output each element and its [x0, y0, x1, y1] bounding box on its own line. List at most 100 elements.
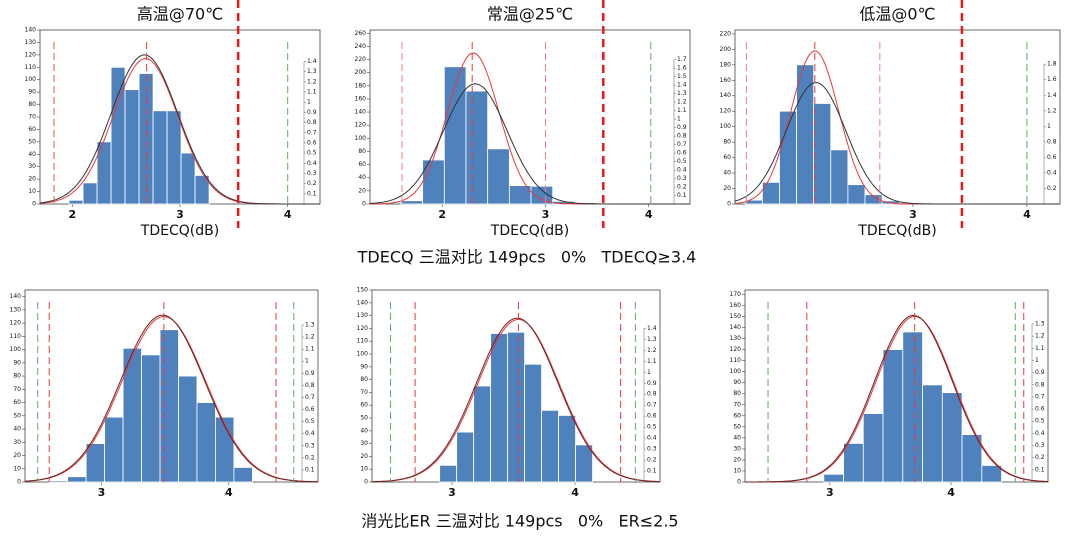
fit-curve [39, 54, 320, 205]
y2-tick-label: 1 [1047, 123, 1051, 130]
y-tick-label: 50 [13, 412, 21, 419]
y-tick-label: 90 [360, 363, 368, 370]
bar [110, 66, 126, 205]
y-tick-label: 100 [10, 346, 22, 353]
y2-tick-label: 1.3 [677, 90, 687, 97]
y2-tick-label: 1.3 [305, 322, 315, 329]
fit-curve [745, 314, 1049, 483]
y2-tick-label: 0.4 [647, 435, 657, 442]
bar [881, 200, 900, 205]
y2-tick-label: 1.4 [647, 325, 657, 332]
x-tick-label: 2 [68, 208, 76, 221]
bar [862, 413, 884, 483]
y-tick-label: 0 [32, 201, 36, 208]
y2-tick-label: 1.1 [1035, 345, 1045, 352]
y2-tick-label: 0.3 [305, 442, 315, 449]
y-tick-label: 140 [730, 324, 742, 331]
bar [439, 464, 458, 483]
y2-tick-label: 0.3 [677, 175, 687, 182]
bar [922, 384, 943, 483]
y2-tick-label: 0.4 [677, 167, 687, 174]
y-tick-label: 70 [28, 114, 36, 121]
y2-tick-label: 1.1 [647, 358, 657, 365]
y-tick-label: 100 [355, 135, 367, 142]
y-tick-label: 50 [360, 415, 368, 422]
bar [152, 110, 168, 205]
y-tick-label: 90 [13, 359, 21, 366]
y2-tick-label: 0.5 [647, 424, 657, 431]
y-tick-label: 160 [355, 95, 367, 102]
y2-tick-label: 0.6 [307, 139, 317, 146]
y-tick-label: 0 [737, 479, 741, 486]
y-tick-label: 80 [733, 390, 741, 397]
x-axis-label: TDECQ(dB) [140, 223, 219, 239]
y2-tick-label: 0.7 [1035, 393, 1045, 400]
y2-tick-label: 0.7 [677, 141, 687, 148]
y-tick-label: 110 [10, 333, 22, 340]
bar [141, 354, 161, 483]
y2-tick-label: 0.1 [307, 190, 317, 197]
y-tick-label: 140 [357, 299, 369, 306]
y2-tick-label: 1.1 [307, 89, 317, 96]
x-axis-label: TDECQ(dB) [857, 223, 936, 239]
bar [465, 90, 489, 205]
caption: TDECQ 三温对比 149pcs 0% TDECQ≥3.4 [357, 248, 697, 267]
y2-tick-label: 1 [677, 116, 681, 123]
y-tick-label: 100 [730, 368, 742, 375]
y2-tick-label: 0.8 [1047, 138, 1057, 145]
y-tick-label: 80 [360, 376, 368, 383]
y2-tick-label: 0.5 [677, 158, 687, 165]
chart-title: 高温@70℃ [137, 5, 223, 24]
y2-tick-label: 1.1 [305, 346, 315, 353]
y2-tick-label: 0.2 [305, 454, 315, 461]
y2-tick-label: 0.6 [647, 413, 657, 420]
x-tick-label: 3 [176, 208, 184, 221]
y2-tick-label: 0.1 [647, 468, 657, 475]
bar [575, 444, 593, 483]
bar [843, 442, 864, 483]
bar [981, 465, 1002, 483]
bar [85, 443, 106, 483]
bar [813, 103, 832, 205]
y-tick-label: 0 [364, 479, 368, 486]
bar [48, 480, 69, 483]
y-tick-label: 60 [358, 161, 366, 168]
bar [541, 409, 559, 483]
y-tick-label: 20 [358, 187, 366, 194]
y2-tick-label: 1.2 [307, 78, 317, 85]
y-tick-label: 150 [730, 313, 742, 320]
x-tick-label: 4 [1023, 208, 1031, 221]
y2-tick-label: 1.2 [647, 347, 657, 354]
y2-tick-label: 0.5 [305, 418, 315, 425]
y2-tick-label: 0.9 [1035, 369, 1045, 376]
y2-tick-label: 0.8 [1035, 381, 1045, 388]
bar [941, 392, 963, 483]
y2-tick-label: 0.4 [1047, 169, 1057, 176]
bar [558, 415, 576, 483]
y2-tick-label: 1 [647, 369, 651, 376]
y-tick-label: 160 [720, 77, 732, 84]
y2-tick-label: 0.3 [1035, 442, 1045, 449]
y2-tick-label: 0.5 [1035, 418, 1045, 425]
y2-tick-label: 0.2 [307, 180, 317, 187]
y2-tick-label: 0.5 [307, 150, 317, 157]
y2-tick-label: 0.6 [1035, 406, 1045, 413]
y2-tick-label: 0.9 [305, 370, 315, 377]
chart-title: 低温@0℃ [859, 5, 935, 24]
x-tick-label: 4 [571, 486, 579, 499]
y-tick-label: 60 [733, 412, 741, 419]
x-tick-label: 3 [98, 486, 106, 499]
y-tick-label: 120 [25, 51, 37, 58]
y2-tick-label: 0.8 [677, 133, 687, 140]
y-tick-label: 170 [730, 291, 742, 298]
y-tick-label: 120 [355, 122, 367, 129]
x-tick-label: 3 [542, 208, 550, 221]
y-tick-label: 10 [13, 465, 21, 472]
y-tick-label: 40 [28, 151, 36, 158]
bar [507, 331, 526, 483]
bar [166, 110, 182, 205]
bar [233, 467, 253, 483]
y-tick-label: 130 [25, 39, 37, 46]
bar [473, 385, 492, 483]
y-tick-label: 120 [10, 320, 22, 327]
